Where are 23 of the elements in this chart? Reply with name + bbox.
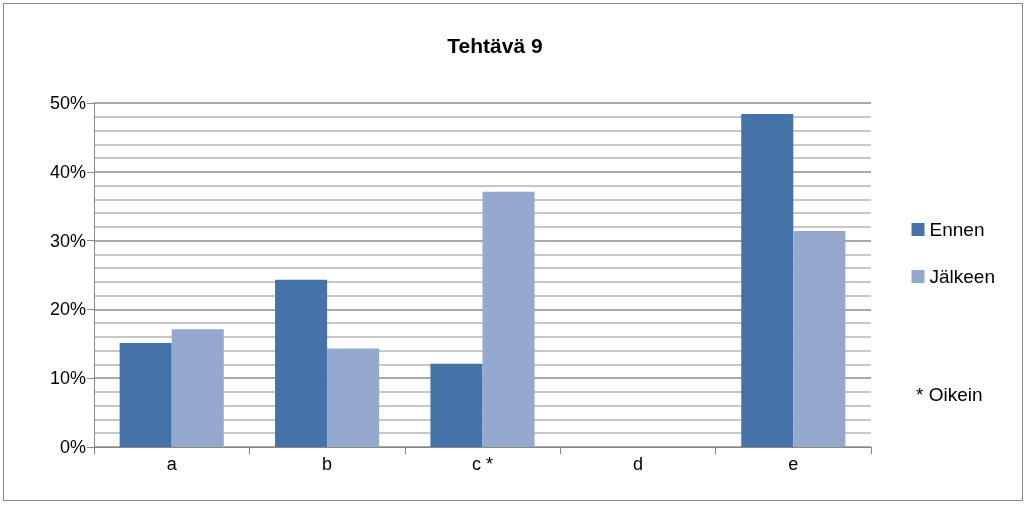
legend-label: Ennen xyxy=(929,219,985,240)
x-tick-label: e xyxy=(788,454,799,474)
bar xyxy=(793,230,846,447)
legend-label: Jälkeen xyxy=(929,266,996,287)
x-tick-label: c * xyxy=(471,454,494,474)
chart-title: Tehtävä 9 xyxy=(447,34,543,57)
text: * Oikein xyxy=(916,384,983,406)
x-tick-label: b xyxy=(322,454,333,474)
bar xyxy=(430,363,483,447)
y-tick-label: 40% xyxy=(49,161,86,182)
bar xyxy=(482,191,535,447)
x-tick-label: d xyxy=(632,454,643,474)
bar xyxy=(741,114,794,447)
bar xyxy=(275,279,328,447)
y-tick-label: 10% xyxy=(49,368,86,389)
y-tick-label: 20% xyxy=(49,299,86,320)
bar xyxy=(171,329,224,447)
y-tick-label: 0% xyxy=(59,437,86,457)
y-tick-label: 50% xyxy=(49,93,86,113)
bar xyxy=(119,343,172,447)
y-tick-label: 30% xyxy=(49,230,86,251)
bar xyxy=(327,348,380,447)
x-tick-label: a xyxy=(166,454,178,474)
